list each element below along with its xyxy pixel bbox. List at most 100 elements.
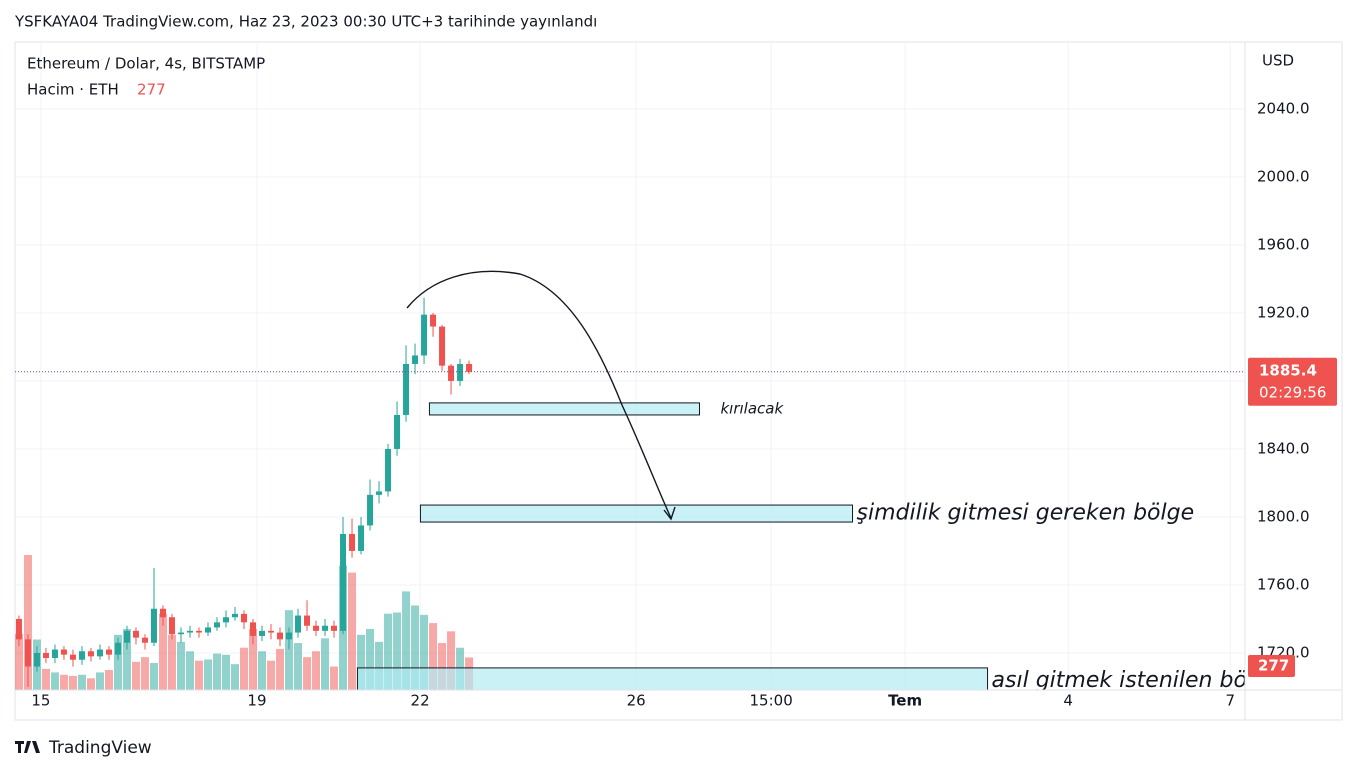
candle-body (195, 630, 202, 633)
candle-body (349, 533, 356, 551)
volume-bar (77, 674, 86, 690)
y-tick-label: 1960.0 (1257, 235, 1310, 253)
volume-bar (276, 648, 285, 690)
x-tick-label: 19 (247, 692, 266, 710)
chart-title: Ethereum / Dolar, 4s, BITSTAMP (27, 55, 265, 73)
candle-body (114, 642, 121, 655)
candle-body (448, 365, 455, 381)
publisher: YSFKAYA04 TradingView.com, Haz 23, 2023 … (14, 13, 597, 31)
zones: kırılacak şimdilik gitmesi gereken bölge a… (356, 399, 1281, 693)
volume-legend-value: 277 (137, 81, 166, 99)
candle-body (466, 363, 473, 372)
candle-body (7, 609, 13, 619)
volume-bar (212, 653, 221, 690)
x-tick-label: 26 (627, 692, 646, 710)
x-tick-label: 15 (31, 692, 50, 710)
candle-body (60, 649, 67, 655)
volume-bar (50, 672, 59, 690)
candle-body (105, 649, 112, 655)
grid (15, 42, 1245, 690)
volume-bar (330, 666, 339, 690)
candle-body (168, 617, 175, 635)
candle-body (96, 649, 103, 657)
candle-body (33, 652, 40, 667)
candle-body (412, 355, 419, 364)
candle-body (87, 651, 94, 657)
volume-bar (113, 634, 122, 690)
volume-bar (95, 672, 104, 690)
volume-bar (402, 591, 411, 690)
candle-body (286, 632, 293, 640)
candle-body (186, 630, 193, 633)
y-tick-label: 1800.0 (1257, 507, 1310, 525)
candle-body (277, 632, 284, 640)
countdown: 02:29:56 (1259, 383, 1326, 401)
candle-body (313, 625, 320, 631)
price-label-bg (1248, 357, 1337, 406)
candle-body (159, 608, 166, 618)
currency: USD (1262, 52, 1294, 70)
candles (7, 297, 1245, 687)
candle-body (132, 630, 139, 638)
candle-body (331, 625, 338, 631)
volume-bar (258, 651, 267, 690)
volume-bar (438, 643, 447, 690)
axes: 1720.01760.01800.01840.01880.01920.01960… (31, 99, 1337, 710)
volume-bar (68, 675, 77, 690)
volume-bar (294, 643, 303, 690)
footer-brand: TradingView (48, 738, 152, 758)
volume-bar (357, 634, 366, 690)
volume-bar (312, 651, 321, 690)
volume-bar (23, 555, 32, 690)
volume-bar (167, 634, 176, 690)
candle-body (42, 652, 49, 659)
volume-bar (375, 641, 384, 690)
x-tick-label: 15:00 (750, 692, 793, 710)
arrow-head (663, 506, 676, 521)
zone-box (419, 504, 854, 523)
volume-bar (104, 670, 113, 690)
candle-body (150, 608, 157, 643)
candle-body (177, 632, 184, 635)
volume-bar (176, 641, 185, 690)
candle-body (421, 314, 428, 356)
volume-bar (203, 659, 212, 690)
volume-bar (122, 628, 131, 690)
footer-logo: TradingView (15, 738, 152, 758)
candle-body (232, 613, 239, 618)
zone-label: şimdilik gitmesi gereken bölge (857, 501, 1195, 526)
volume-bar (194, 660, 203, 690)
candle-body (51, 649, 58, 659)
volume-bar (348, 572, 357, 690)
candle-body (204, 627, 211, 633)
volume-bar (158, 613, 167, 690)
volume-bar (429, 623, 438, 690)
annotations (406, 270, 676, 521)
volume-bar (366, 628, 375, 690)
volume-bar (6, 671, 14, 690)
volume-bar (231, 664, 240, 690)
volume-bar (267, 660, 276, 690)
x-tick-label: Tem (888, 692, 922, 710)
volume-bar (131, 661, 140, 690)
zone-label: asıl gitmek istenilen bölge (992, 668, 1281, 693)
x-tick-label: 4 (1063, 692, 1073, 710)
y-tick-label: 1920.0 (1257, 303, 1310, 321)
volume-bar (140, 657, 149, 690)
candle-body (376, 491, 383, 495)
arrow-curve (406, 270, 672, 519)
candle-body (213, 622, 220, 628)
candle-body (394, 414, 401, 449)
zone-box (356, 667, 989, 690)
volume-bar (303, 657, 312, 690)
volume-bar (15, 633, 23, 690)
volume-bar (41, 668, 50, 690)
y-tick-label: 2000.0 (1257, 167, 1310, 185)
candle-body (141, 637, 148, 643)
volume-bar (447, 631, 456, 690)
y-tick-label: 1840.0 (1257, 439, 1310, 457)
candle-body (259, 630, 266, 636)
candle-body (268, 630, 275, 633)
zone-label: kırılacak (720, 399, 784, 417)
